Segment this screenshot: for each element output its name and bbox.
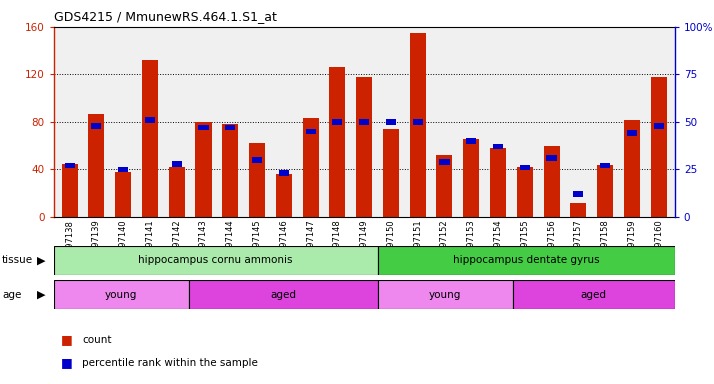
Bar (356, 77, 372, 217)
Text: hippocampus dentate gyrus: hippocampus dentate gyrus (453, 255, 600, 265)
Bar (413, 119, 423, 125)
Bar (378, 280, 513, 309)
Bar (115, 172, 131, 217)
Bar (493, 144, 503, 149)
Bar (198, 125, 208, 131)
Bar (118, 167, 129, 172)
Bar (463, 139, 479, 217)
Text: age: age (2, 290, 21, 300)
Text: ■: ■ (61, 333, 72, 346)
Bar (600, 163, 610, 169)
Bar (225, 125, 236, 131)
Bar (520, 165, 530, 170)
Bar (466, 138, 476, 144)
Bar (378, 246, 675, 275)
Bar (188, 280, 378, 309)
Bar (439, 159, 450, 165)
Bar (169, 167, 185, 217)
Bar (386, 119, 396, 125)
Text: hippocampus cornu ammonis: hippocampus cornu ammonis (139, 255, 293, 265)
Bar (64, 163, 75, 169)
Bar (61, 164, 78, 217)
Text: percentile rank within the sample: percentile rank within the sample (82, 358, 258, 368)
Text: aged: aged (580, 290, 607, 300)
Bar (624, 119, 640, 217)
Text: ▶: ▶ (37, 290, 46, 300)
Bar (573, 191, 583, 197)
Bar (543, 146, 560, 217)
Text: tissue: tissue (2, 255, 34, 265)
Bar (383, 129, 399, 217)
Bar (329, 67, 346, 217)
Bar (89, 114, 104, 217)
Bar (490, 148, 506, 217)
Bar (171, 161, 182, 167)
Bar (249, 143, 265, 217)
Bar (276, 174, 292, 217)
Bar (627, 131, 637, 136)
Bar (142, 60, 158, 217)
Bar (145, 117, 155, 123)
Text: ■: ■ (61, 356, 72, 369)
Bar (54, 280, 188, 309)
Bar (513, 280, 675, 309)
Bar (196, 122, 211, 217)
Bar (306, 129, 316, 134)
Text: young: young (105, 290, 137, 300)
Bar (517, 167, 533, 217)
Bar (332, 119, 343, 125)
Bar (359, 119, 369, 125)
Bar (546, 155, 557, 161)
Bar (54, 246, 378, 275)
Bar (597, 165, 613, 217)
Bar (91, 123, 101, 129)
Bar (252, 157, 262, 163)
Bar (303, 118, 318, 217)
Bar (222, 124, 238, 217)
Bar (410, 33, 426, 217)
Bar (650, 77, 667, 217)
Text: ▶: ▶ (37, 255, 46, 265)
Text: count: count (82, 335, 111, 345)
Text: aged: aged (270, 290, 296, 300)
Bar (436, 155, 453, 217)
Bar (570, 203, 586, 217)
Bar (653, 123, 664, 129)
Text: young: young (429, 290, 461, 300)
Bar (278, 170, 289, 176)
Text: GDS4215 / MmunewRS.464.1.S1_at: GDS4215 / MmunewRS.464.1.S1_at (54, 10, 276, 23)
